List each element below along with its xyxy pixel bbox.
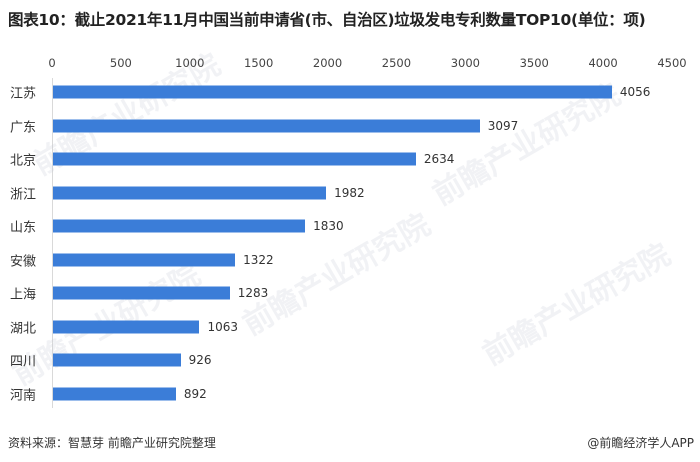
x-tick-label: 3500 [519,56,549,70]
x-tick-label: 0 [48,56,56,70]
data-label: 926 [188,353,212,367]
x-tick-label: 1500 [244,56,274,70]
bar [53,320,200,333]
category-label: 河南 [10,388,37,403]
chart-title: 图表10：截止2021年11月中国当前申请省(市、自治区)垃圾发电专利数量TOP… [8,11,646,29]
data-label: 1063 [207,319,238,334]
bar [53,387,176,400]
bar [53,152,416,166]
data-label: 1830 [313,219,344,233]
category-label: 山东 [10,220,37,236]
category-label: 江苏 [10,86,37,102]
y-axis-line [52,78,53,408]
data-label: 2634 [423,152,455,166]
category-label: 北京 [10,153,37,169]
data-label: 892 [183,386,207,401]
x-tick-label: 4500 [657,56,687,70]
x-tick-label: 1000 [175,56,205,70]
category-label: 湖北 [10,321,37,336]
x-tick-label: 2500 [381,56,412,70]
data-label: 1283 [237,286,269,300]
bar [53,353,181,367]
watermark: 前瞻产业研究院 [477,237,677,373]
data-label: 4056 [619,85,651,99]
x-tick-label: 4000 [588,56,618,70]
category-label: 广东 [10,120,37,135]
category-label: 四川 [10,354,37,370]
bar [53,219,306,233]
bar [53,253,236,266]
x-tick-label: 500 [109,56,132,70]
x-tick-label: 3000 [450,56,480,70]
category-label: 安徽 [10,254,37,269]
data-label: 3097 [487,118,519,133]
bar [53,85,612,99]
data-label: 1982 [334,185,365,200]
bar [53,119,480,132]
source-note: 资料来源：智慧芽 前瞻产业研究院整理 [8,436,216,450]
data-label: 1322 [243,252,274,267]
bar [53,286,230,300]
category-label: 浙江 [10,187,37,202]
credit-note: @前瞻经济学人APP [587,436,694,450]
bar [53,186,327,199]
category-label: 上海 [10,287,37,303]
x-tick-label: 2000 [312,56,343,70]
